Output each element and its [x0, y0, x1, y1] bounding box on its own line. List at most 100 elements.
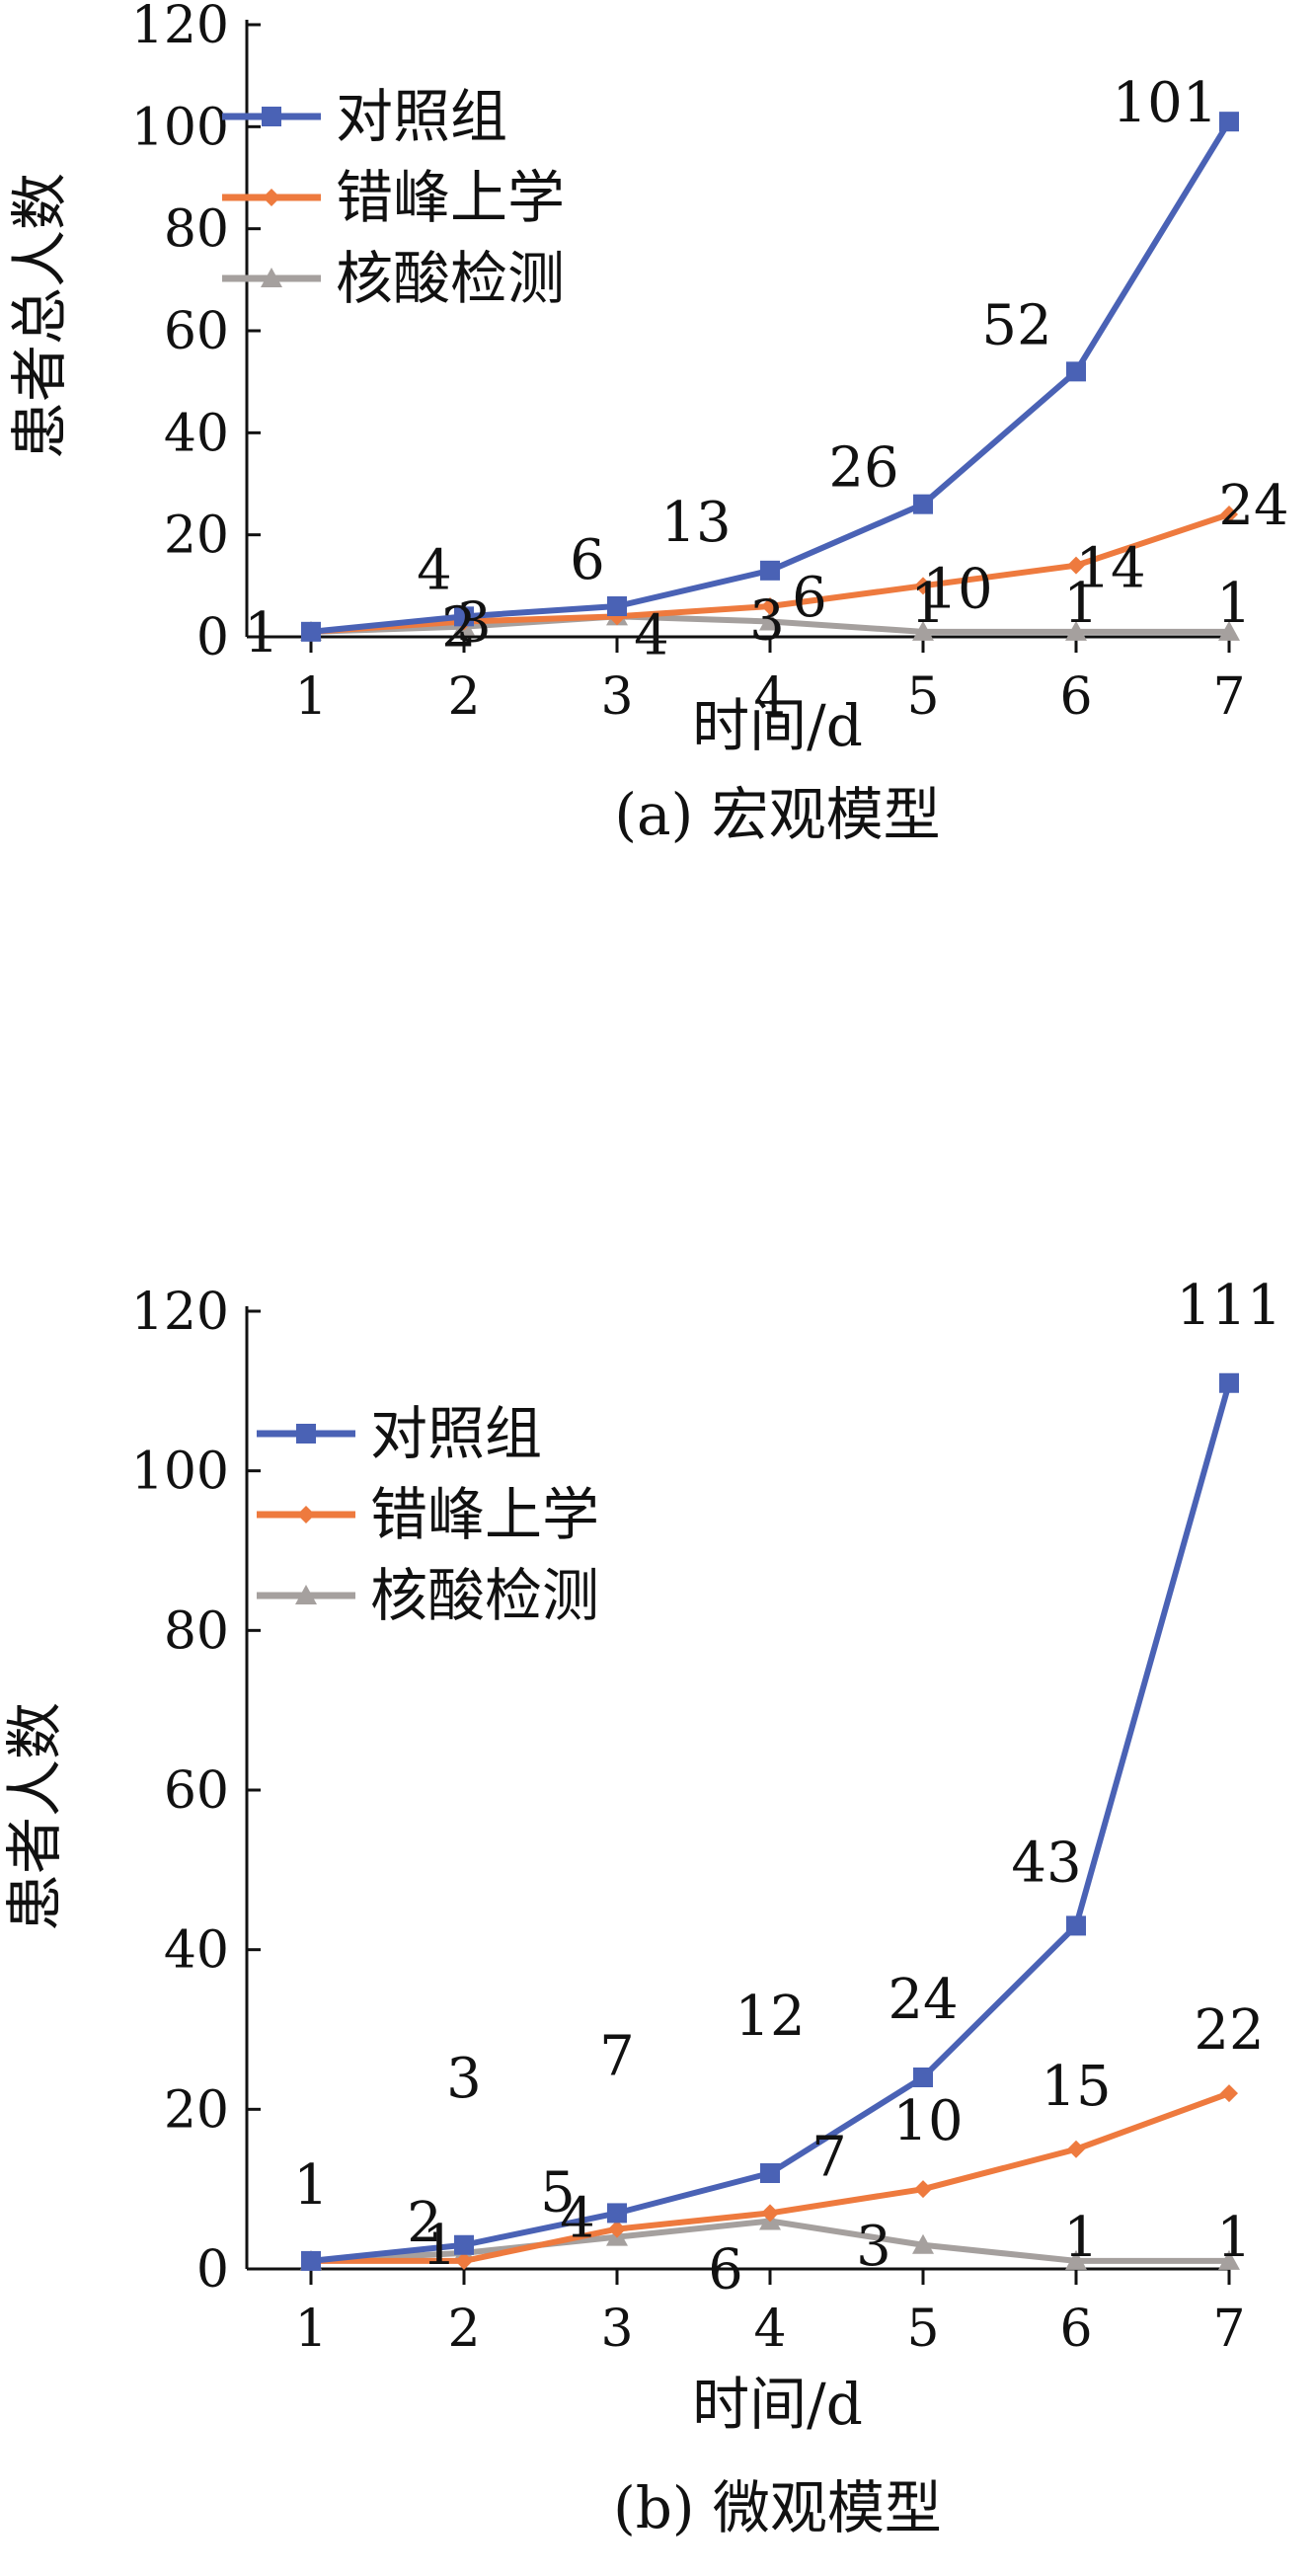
data-point: [760, 2163, 780, 2183]
data-label: 15: [1041, 2055, 1111, 2119]
y-tick-label: 0: [196, 608, 229, 667]
data-label: 4: [634, 603, 669, 667]
data-point: [607, 2203, 627, 2224]
data-point: [1220, 2084, 1238, 2103]
legend-marker: [297, 1506, 315, 1523]
data-label: 3: [456, 591, 492, 656]
legend-entry: 核酸检测: [222, 245, 565, 312]
x-tick-label: 4: [753, 667, 786, 727]
legend-entry: 对照组: [222, 83, 507, 150]
x-tick-label: 5: [906, 667, 939, 727]
data-point: [454, 2234, 474, 2255]
data-label: 1: [1216, 572, 1252, 636]
data-point: [761, 2204, 779, 2223]
data-label: 26: [828, 436, 898, 501]
series-diamond: [302, 2084, 1238, 2270]
data-label: 1: [293, 2153, 329, 2218]
data-point: [1219, 1372, 1239, 1393]
legend-entry: 错峰上学: [222, 164, 565, 231]
data-point: [607, 596, 627, 616]
data-point: [608, 2220, 626, 2238]
data-label: 2: [407, 2191, 442, 2255]
data-label: 6: [570, 528, 605, 592]
legend-marker: [262, 107, 281, 126]
y-tick-label: 100: [131, 98, 229, 157]
series-square: [301, 112, 1239, 642]
data-point: [761, 597, 779, 615]
chart-panel-a: 0 20 40 60 80 100 120 1 2 3 4 5 6 7 1 4 6 13 26 52 101 3 4 6 10 1…: [0, 0, 1315, 1274]
data-label: 1: [1063, 2206, 1099, 2270]
data-label: 52: [981, 293, 1051, 357]
x-tick-label: 3: [600, 667, 633, 727]
y-tick-label: 20: [164, 507, 229, 566]
data-label: 10: [892, 2089, 963, 2153]
data-label: 1: [910, 572, 946, 636]
data-label: 1: [1216, 2206, 1252, 2270]
y-tick-label: 60: [164, 1761, 229, 1821]
data-point: [912, 620, 934, 641]
data-point: [913, 494, 933, 514]
data-label: 12: [735, 1985, 805, 2049]
legend-label: 对照组: [370, 1400, 542, 1467]
data-label: 24: [1218, 474, 1288, 538]
data-point: [1218, 620, 1240, 641]
data-label: 4: [560, 2187, 595, 2251]
y-tick-label: 20: [164, 2080, 229, 2140]
data-label: 43: [1011, 1831, 1081, 1895]
x-tick-label: 2: [447, 667, 480, 727]
series-square: [301, 1372, 1239, 2271]
data-label: 1: [422, 2214, 457, 2278]
x-tick-label: 6: [1059, 667, 1092, 727]
data-point: [455, 2251, 473, 2270]
data-point: [1065, 620, 1087, 641]
legend-entry: 对照组: [257, 1400, 542, 1467]
data-point: [913, 2068, 933, 2087]
data-point: [301, 2250, 321, 2271]
legend-marker: [295, 1585, 317, 1604]
data-label: 24: [888, 1968, 958, 2032]
data-point: [301, 621, 321, 642]
x-axis-label: 时间/d: [692, 692, 863, 759]
y-tick-label: 80: [164, 200, 229, 260]
y-tick-label: 120: [131, 1283, 229, 1342]
data-point: [1065, 2249, 1087, 2270]
data-point: [914, 2180, 932, 2199]
data-label: 3: [446, 2047, 482, 2111]
x-tick-label: 5: [906, 2300, 939, 2359]
data-point: [454, 606, 474, 627]
data-label: 7: [599, 2024, 635, 2088]
data-point: [1218, 2249, 1240, 2270]
y-tick-label: 60: [164, 302, 229, 361]
data-label: 22: [1194, 1998, 1264, 2063]
data-label: 6: [792, 566, 827, 630]
data-point: [1219, 112, 1239, 132]
x-tick-label: 4: [753, 2300, 786, 2359]
data-label: 111: [1177, 1274, 1282, 1338]
data-point: [760, 560, 780, 581]
chart-panel-b: 0 20 40 60 80 100 120 1 2 3 4 5 6 7 1 3 7 12 24 43 111 1 5 7 10 1…: [0, 1274, 1315, 2567]
x-tick-label: 3: [600, 2300, 633, 2359]
y-axis-label: 患者人数: [1, 1702, 68, 1931]
data-label: 14: [1075, 537, 1145, 601]
y-tick-label: 40: [164, 1921, 229, 1981]
legend-marker: [263, 189, 280, 206]
legend-marker: [261, 268, 282, 287]
y-axis-label: 患者总人数: [6, 173, 73, 459]
data-label: 4: [417, 538, 452, 602]
data-label: 101: [1113, 71, 1218, 135]
data-point: [1066, 361, 1086, 382]
x-tick-label: 7: [1212, 2300, 1245, 2359]
data-point: [912, 2233, 934, 2254]
x-axis-label: 时间/d: [692, 2371, 863, 2438]
data-point: [1067, 2140, 1085, 2158]
x-tick-label: 7: [1212, 667, 1245, 727]
data-label: 5: [540, 2161, 576, 2225]
data-point: [1067, 556, 1085, 575]
data-label: 2: [441, 596, 477, 661]
data-point: [914, 577, 932, 595]
y-tick-label: 40: [164, 404, 229, 463]
data-point: [759, 610, 781, 631]
data-point: [1220, 506, 1238, 523]
